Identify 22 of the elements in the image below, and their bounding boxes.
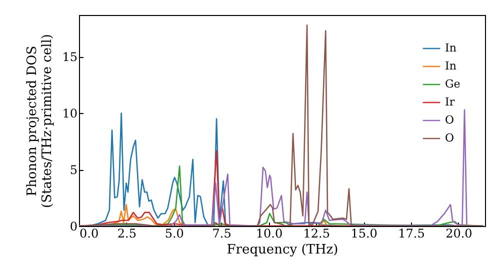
y-tick-label: 0 [70, 220, 78, 234]
x-tick-label: 5.0 [164, 226, 184, 240]
y-axis-title: Phonon projected DOS (States/THz·primitive cell) [25, 34, 56, 208]
x-tick-label: 0.0 [80, 226, 99, 240]
legend-label: In [445, 42, 456, 54]
x-axis-title: Frequency (THz) [226, 242, 338, 258]
legend-label: O [445, 114, 454, 126]
x-tick-label: 10.0 [256, 226, 283, 240]
x-tick-label: 7.5 [212, 226, 232, 240]
legend-label: O [445, 132, 454, 144]
x-tick-label: 2.5 [117, 226, 136, 240]
y-tick-label: 15 [62, 50, 78, 64]
x-tick-label: 12.5 [303, 226, 330, 240]
line-series [79, 24, 484, 226]
legend-label: In [445, 60, 456, 72]
legend-label: Ge [445, 78, 460, 90]
y-tick-label: 10 [62, 106, 78, 121]
x-tick-label: 15.0 [350, 226, 378, 240]
x-tick-label: 17.5 [398, 226, 425, 240]
x-tick-label: 20.0 [446, 226, 472, 240]
y-tick-label: 5 [70, 163, 78, 178]
legend-label: Ir [445, 96, 456, 108]
